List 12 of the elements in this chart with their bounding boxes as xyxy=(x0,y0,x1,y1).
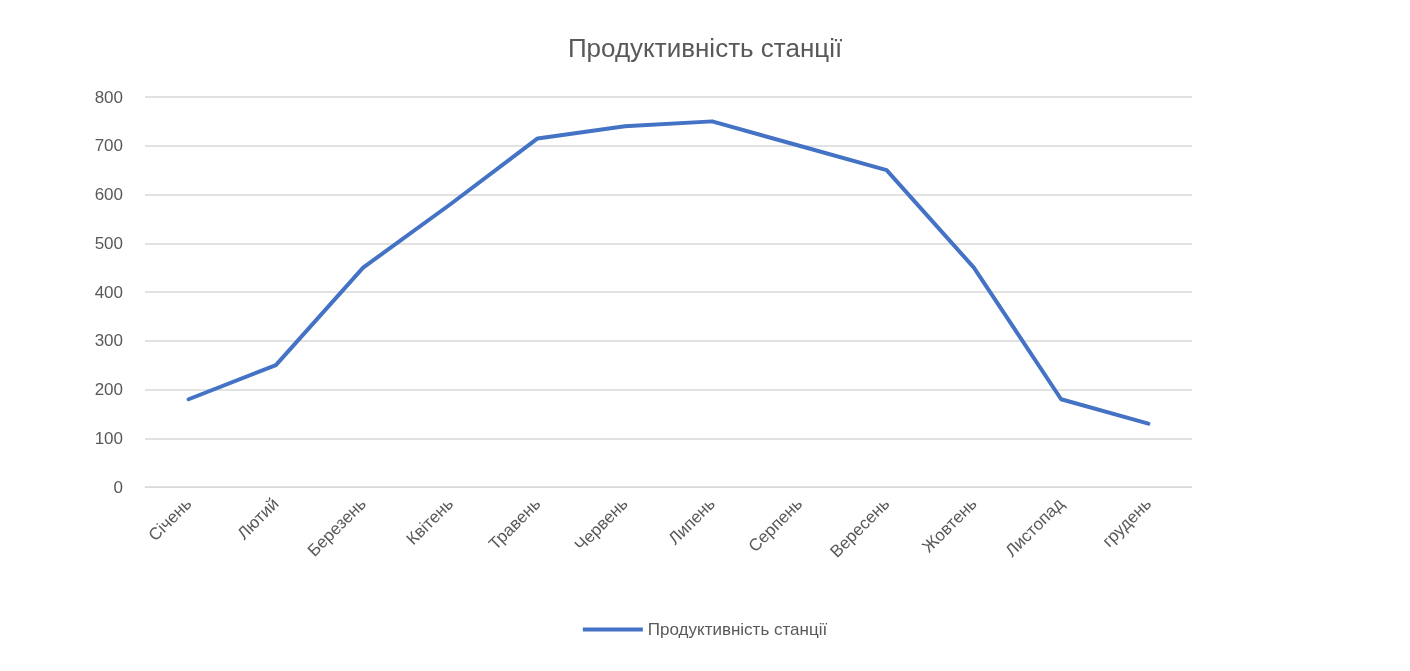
y-tick-label: 400 xyxy=(94,282,123,302)
legend-label: Продуктивність станції xyxy=(647,620,828,639)
y-tick-label: 500 xyxy=(94,233,123,253)
y-tick-label: 800 xyxy=(94,87,123,107)
y-tick-label: 600 xyxy=(94,185,123,204)
line-series xyxy=(186,119,1151,426)
y-tick-label: 700 xyxy=(94,136,123,156)
y-tick-label: 300 xyxy=(94,331,123,351)
y-tick-label: 100 xyxy=(94,428,123,448)
y-tick-label: 0 xyxy=(113,477,123,497)
chart-title: Продуктивність станції xyxy=(567,33,843,63)
y-tick-label: 200 xyxy=(94,380,123,399)
